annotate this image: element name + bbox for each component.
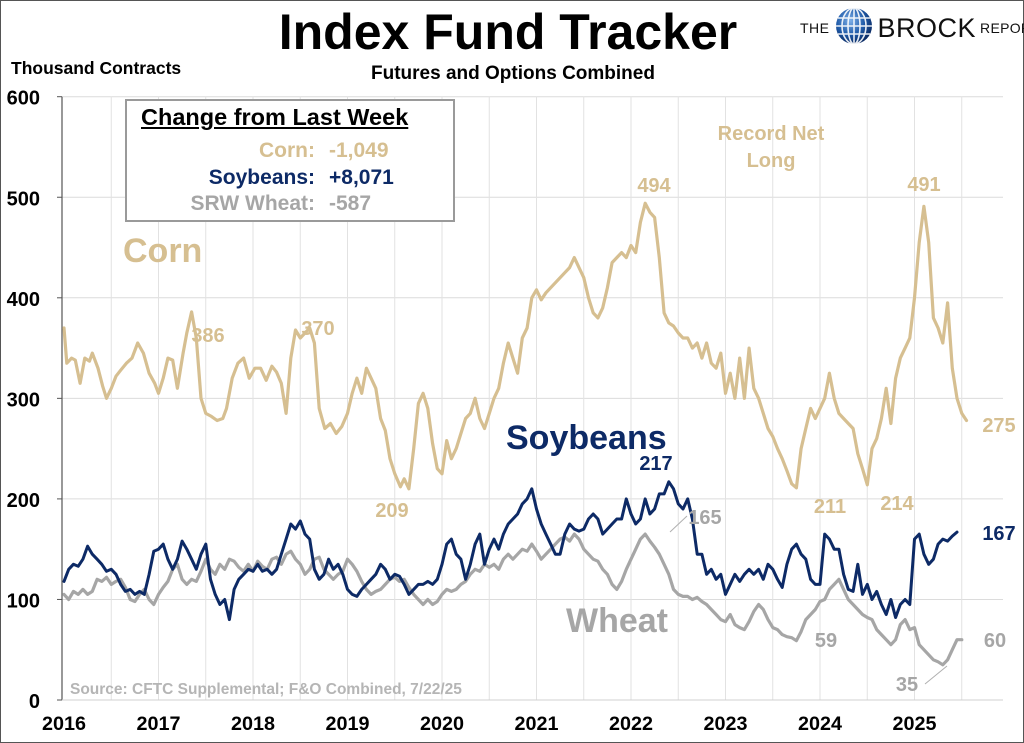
- logo-name: BROCK: [877, 12, 977, 43]
- x-tick-label: 2017: [137, 714, 181, 735]
- chart-title-text: Index Fund Tracker: [278, 4, 738, 60]
- chart-subtitle-text: Futures and Options Combined: [371, 63, 655, 84]
- legend-value-soybeans: +8,071: [329, 166, 394, 189]
- series-line-corn: [62, 201, 969, 491]
- logo-prefix: THE: [800, 20, 830, 36]
- x-tick-label: 2016: [42, 714, 86, 735]
- legend-label-corn: Corn:: [259, 139, 315, 162]
- x-tick-label: 2023: [704, 714, 748, 735]
- leader-line-35: [924, 665, 948, 685]
- data-label-corn-494: 494: [637, 175, 671, 197]
- data-label-corn-209: 209: [375, 500, 408, 522]
- legend-label-soybeans: Soybeans:: [208, 166, 315, 189]
- series-line-soybeans: [62, 480, 959, 622]
- brock-report-logo: THE BROCK REPORT: [800, 6, 1024, 50]
- legend-value-wheat: -587: [329, 192, 372, 215]
- chart-subtitle: Futures and Options Combined: [0, 63, 1024, 85]
- series-label-soybeans: Soybeans: [506, 419, 667, 457]
- leader-line-165: [669, 515, 688, 533]
- data-label-srw-wheat-35: 35: [896, 674, 918, 696]
- series-label-corn: Corn: [123, 232, 202, 270]
- change-from-last-week-box: Change from Last Week Corn: -1,049 Soybe…: [125, 99, 455, 222]
- series-group: [62, 201, 969, 667]
- y-tick-label: 300: [7, 389, 40, 411]
- globe-icon: [834, 6, 874, 51]
- y-tick-label: 100: [7, 590, 40, 612]
- legend-value-corn: -1,049: [329, 139, 389, 162]
- record-net-long-note-line1: Record Net: [718, 123, 825, 145]
- y-tick-label: 500: [7, 188, 40, 210]
- x-tick-label: 2021: [515, 714, 559, 735]
- y-tick-label: 0: [29, 691, 40, 713]
- x-tick-label: 2020: [420, 714, 464, 735]
- data-label-srw-wheat-60: 60: [984, 630, 1006, 652]
- data-label-corn-275: 275: [982, 415, 1015, 437]
- data-label-srw-wheat-59: 59: [815, 630, 837, 652]
- x-tick-label: 2022: [609, 714, 653, 735]
- record-net-long-note-line2: Long: [747, 150, 796, 172]
- logo-suffix: REPORT: [980, 20, 1024, 36]
- y-axis-label: Thousand Contracts: [11, 58, 182, 78]
- x-tick-label: 2024: [798, 714, 842, 735]
- legend-box-title: Change from Last Week: [141, 104, 409, 130]
- series-line-srw-wheat: [62, 532, 964, 667]
- series-label-wheat: Wheat: [566, 602, 668, 640]
- data-label-corn-211: 211: [814, 496, 846, 518]
- y-tick-label: 400: [7, 289, 40, 311]
- x-tick-label: 2025: [893, 714, 937, 735]
- y-tick-label: 600: [7, 88, 40, 110]
- data-label-corn-491: 491: [907, 174, 940, 196]
- data-label-soybeans-217: 217: [639, 453, 672, 475]
- x-tick-label: 2019: [326, 714, 370, 735]
- chart-title: Index Fund Tracker: [0, 4, 1024, 60]
- data-label-corn-386: 386: [191, 325, 224, 347]
- y-tick-label: 200: [7, 490, 40, 512]
- x-tick-label: 2018: [231, 714, 275, 735]
- axes: 0 100 200 300 400 500 600 2016 2017 2018 2019 2020 2…: [7, 88, 1003, 735]
- legend-label-wheat: SRW Wheat:: [190, 192, 315, 215]
- source-note: Source: CFTC Supplemental; F&O Combined,…: [70, 681, 462, 698]
- annotations: Source: CFTC Supplemental; F&O Combined,…: [70, 123, 1016, 698]
- data-label-srw-wheat-165: 165: [688, 507, 721, 529]
- data-label-soybeans-167: 167: [982, 523, 1015, 545]
- data-label-corn-370: 370: [301, 318, 334, 340]
- data-label-corn-214: 214: [880, 493, 914, 515]
